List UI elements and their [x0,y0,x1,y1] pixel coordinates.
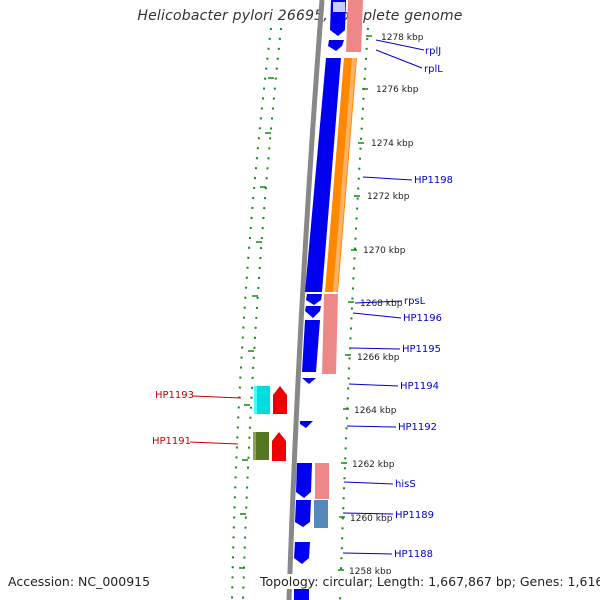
rna-block-top-pink[interactable] [346,0,363,52]
gene-hp1192-arrow[interactable] [300,421,313,428]
gene-rpll-arrow[interactable] [328,40,344,51]
label-hp1188[interactable]: HP1188 [394,549,433,560]
rna-block-steel[interactable] [314,500,328,528]
left-inner-rail [231,27,272,600]
right-gene-labels [342,39,425,555]
rna-block-orange-highlight [333,58,356,292]
rna-block-mid-pink[interactable] [322,294,338,374]
label-hp1194[interactable]: HP1194 [400,381,439,392]
label-hp1189[interactable]: HP1189 [395,510,434,521]
label-hiss[interactable]: hisS [395,479,416,490]
rna-block-lower-pink[interactable] [315,463,329,499]
label-rplj[interactable]: rplJ [425,46,441,57]
gene-hp1188-block[interactable] [294,542,310,564]
label-hp1196[interactable]: HP1196 [403,313,442,324]
accession-info: Accession: NC_000915 [8,574,151,589]
gene-hp1191-red[interactable] [272,432,286,461]
gene-hp1194-arrow[interactable] [302,378,316,384]
gene-block-hp1198[interactable] [305,58,341,292]
label-rpsl[interactable]: rpsL [404,296,426,307]
tick-1276: 1276 kbp [376,85,419,95]
left-gene-leaders [189,395,242,445]
gene-hp1195-block[interactable] [302,320,320,372]
left-outer-rail [242,27,282,600]
gene-top-cap [333,2,345,12]
tick-1270: 1270 kbp [363,246,406,256]
tick-1258: 1258 kbp [349,567,392,577]
label-hp1192[interactable]: HP1192 [398,422,437,433]
kbp-ticks: 1278 kbp 1276 kbp 1274 kbp 1272 kbp 1270… [338,33,424,577]
tick-1278: 1278 kbp [381,33,424,43]
genome-backbone [286,0,325,600]
gene-rpsl-arrow[interactable] [306,294,322,305]
tick-1268: 1268 kbp [360,299,403,309]
tick-1274: 1274 kbp [371,139,414,149]
minor-ticks [239,77,274,569]
gene-hp1193-cyan[interactable] [254,386,270,414]
label-hp1198[interactable]: HP1198 [414,175,453,186]
gene-hp1193-cyan-edge [254,386,257,414]
gene-hp1193-red[interactable] [273,386,287,414]
gene-hp1189-block[interactable] [295,500,311,527]
topology-info: Topology: circular; Length: 1,667,867 bp… [260,574,600,589]
gene-hp1191-green[interactable] [253,432,269,460]
tick-1262: 1262 kbp [352,460,395,470]
tick-1266: 1266 kbp [357,353,400,363]
tick-1264: 1264 kbp [354,406,397,416]
tick-1260: 1260 kbp [350,514,393,524]
genome-title: Helicobacter pylori 26695, complete geno… [137,8,463,24]
label-hp1193[interactable]: HP1193 [155,390,194,401]
label-hp1195[interactable]: HP1195 [402,344,441,355]
tick-1272: 1272 kbp [367,192,410,202]
label-hp1191[interactable]: HP1191 [152,436,191,447]
gene-hiss-block[interactable] [296,463,312,498]
label-rpll[interactable]: rplL [424,64,443,75]
gene-hp1196-arrow[interactable] [305,306,321,318]
gene-hp1191-green-edge [253,432,256,460]
